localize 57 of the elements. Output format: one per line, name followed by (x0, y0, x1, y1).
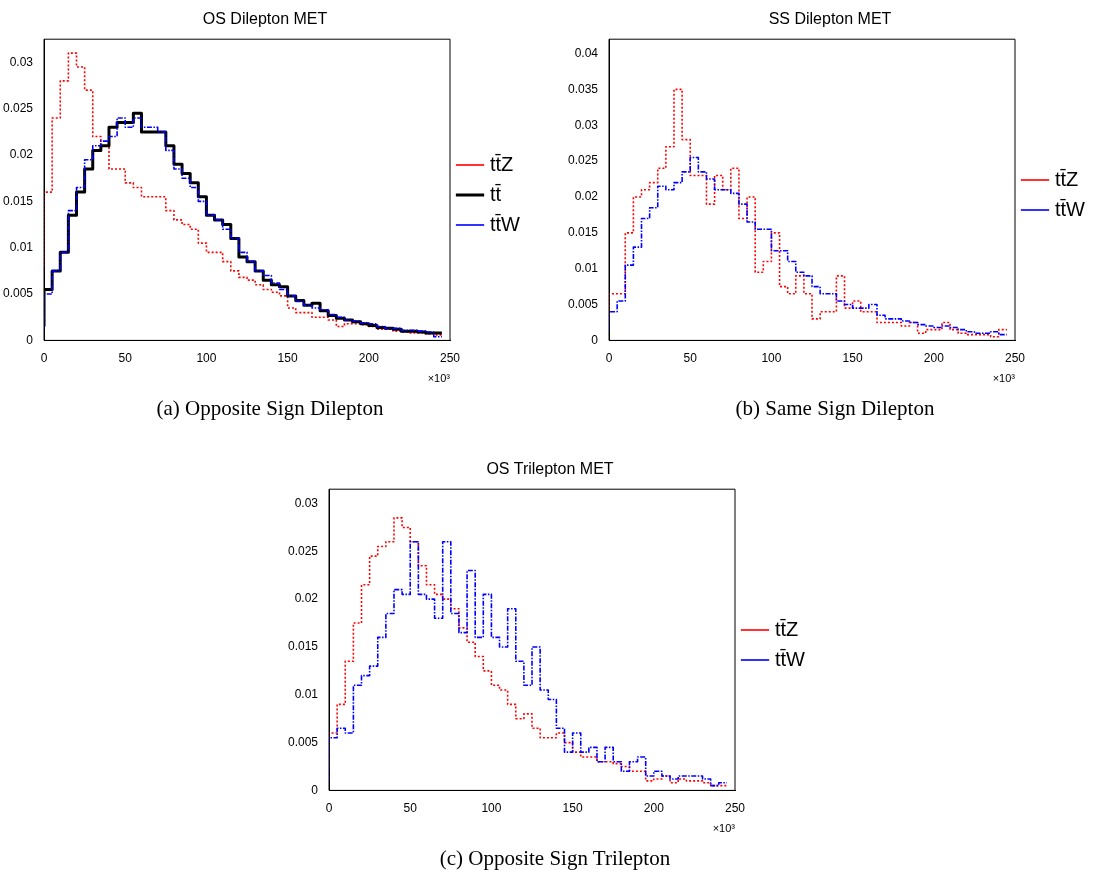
x-axis-title: ×10³ (992, 372, 1016, 385)
y-tick-label: 0.04 (574, 45, 599, 60)
y-tick-label: 0.01 (294, 687, 319, 702)
x-tick-label: 150 (842, 350, 863, 365)
y-tick-label: 0.03 (9, 54, 34, 69)
text: (a) Opposite Sign Dilepton (155, 396, 385, 421)
legend-label: tt̄Z (1055, 167, 1079, 190)
chart-title: OS Trilepton MET (486, 460, 614, 478)
x-tick-label: 50 (403, 800, 418, 815)
y-tick-label: 0.025 (3, 101, 34, 116)
x-tick-label: 50 (683, 350, 698, 365)
legend-label: tt̄Z (490, 152, 514, 175)
x-tick-label: 200 (643, 800, 665, 815)
x-tick-label: 150 (562, 800, 583, 815)
legend-label: tt̄W (490, 212, 521, 235)
y-tick-label: 0.015 (568, 225, 599, 240)
y-tick-label: 0.01 (9, 240, 34, 255)
text: (c) Opposite Sign Trilepton (438, 846, 672, 871)
chart-title: SS Dilepton MET (768, 10, 892, 28)
y-tick-label: 0.025 (288, 543, 319, 558)
x-tick-label: 0 (325, 800, 333, 815)
text: (b) Same Sign Dilepton (734, 396, 936, 421)
y-tick-label: 0 (591, 332, 599, 347)
y-tick-label: 0.035 (568, 81, 599, 96)
y-tick-label: 0.02 (574, 189, 599, 204)
y-tick-label: 0.03 (294, 495, 319, 510)
x-tick-label: 150 (277, 350, 298, 365)
x-tick-label: 250 (1004, 350, 1026, 365)
y-tick-label: 0 (311, 782, 319, 797)
x-tick-label: 0 (605, 350, 613, 365)
y-tick-label: 0.015 (3, 193, 34, 208)
x-axis-title: ×10³ (712, 822, 736, 835)
y-tick-label: 0.02 (294, 591, 319, 606)
y-tick-label: 0.005 (568, 296, 599, 311)
y-tick-label: 0.01 (574, 261, 599, 275)
x-tick-label: 50 (118, 350, 133, 365)
y-tick-label: 0.005 (3, 286, 34, 301)
x-tick-label: 200 (923, 350, 945, 365)
y-tick-label: 0.025 (568, 153, 599, 168)
legend-label: tt̄W (1055, 197, 1086, 220)
x-tick-label: 250 (439, 350, 461, 365)
y-tick-label: 0.03 (574, 117, 599, 132)
y-tick-label: 0.005 (288, 734, 319, 749)
legend-label: tt̄Z (775, 617, 799, 640)
x-tick-label: 100 (481, 800, 502, 815)
y-tick-label: 0.02 (9, 147, 34, 162)
x-tick-label: 200 (358, 350, 380, 365)
y-tick-label: 0 (26, 332, 34, 347)
chart-title: OS Dilepton MET (202, 10, 328, 28)
y-tick-label: 0.015 (288, 639, 319, 654)
x-tick-label: 100 (761, 350, 782, 365)
x-tick-label: 100 (196, 350, 217, 365)
x-tick-label: 0 (40, 350, 48, 365)
legend-label: tt̄W (775, 647, 806, 670)
x-axis-title: ×10³ (427, 372, 451, 385)
x-tick-label: 250 (724, 800, 746, 815)
legend-label: tt̄ (490, 182, 502, 205)
